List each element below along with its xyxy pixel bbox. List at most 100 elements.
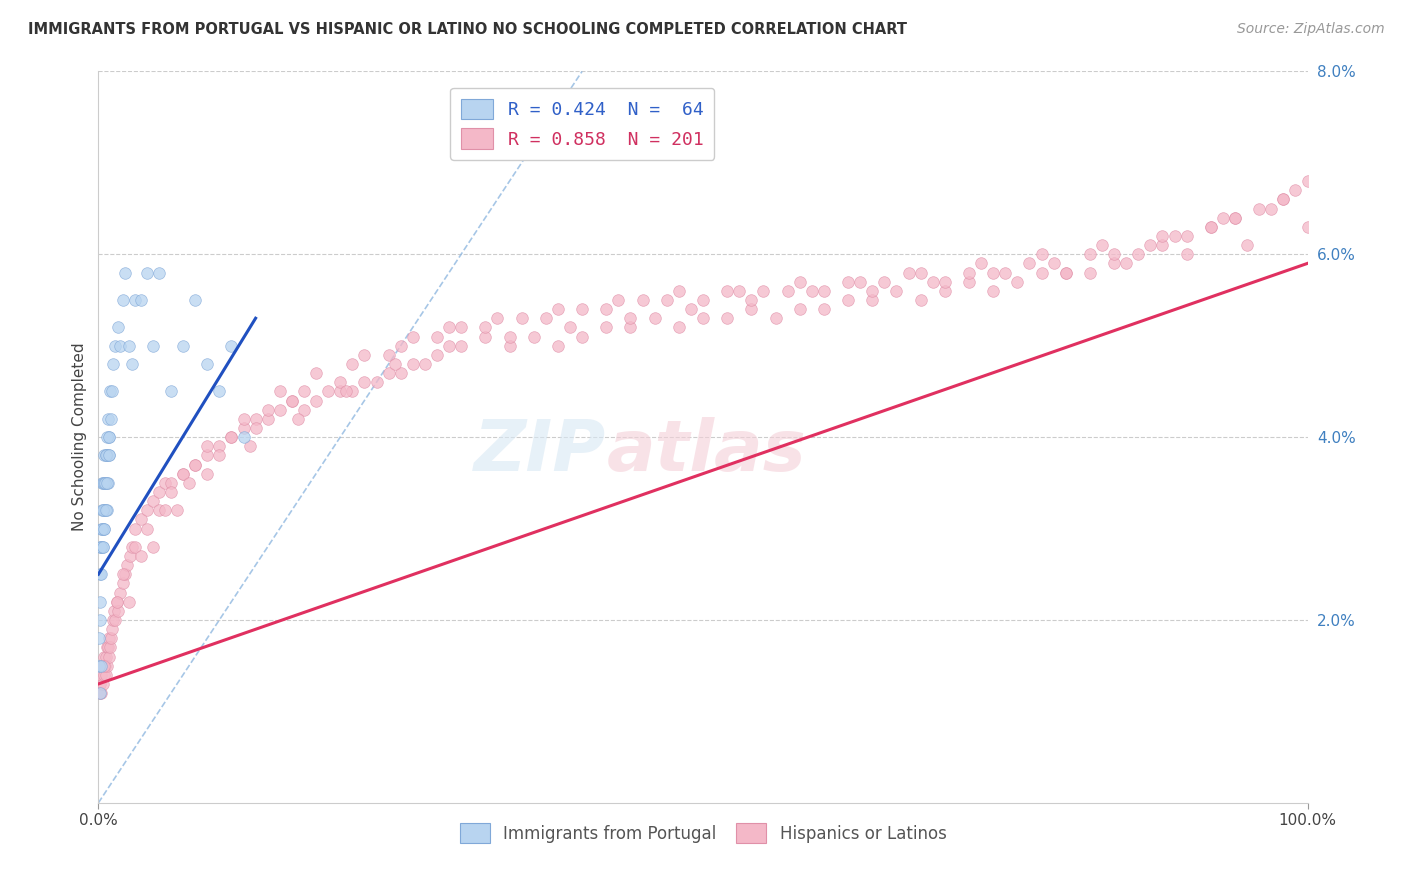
Point <box>644 311 666 326</box>
Point <box>571 329 593 343</box>
Point <box>607 293 630 307</box>
Point <box>90 540 112 554</box>
Point <box>172 338 194 352</box>
Point <box>232 421 254 435</box>
Point <box>195 357 218 371</box>
Point <box>245 421 267 435</box>
Point <box>921 275 943 289</box>
Point <box>1031 247 1053 261</box>
Point <box>96 649 118 664</box>
Point <box>716 311 738 326</box>
Point <box>91 475 114 490</box>
Point <box>1115 256 1137 270</box>
Point <box>97 640 120 655</box>
Point <box>135 521 157 535</box>
Point <box>111 293 134 307</box>
Point <box>595 320 617 334</box>
Point <box>897 266 920 280</box>
Point <box>329 384 352 399</box>
Point <box>1236 238 1258 252</box>
Point <box>221 430 243 444</box>
Point <box>510 311 533 326</box>
Point <box>135 266 157 280</box>
Point <box>108 338 131 352</box>
Point <box>800 284 823 298</box>
Point <box>789 301 811 317</box>
Point <box>91 540 114 554</box>
Point <box>117 558 139 573</box>
Point <box>910 266 932 280</box>
Point <box>91 677 114 691</box>
Point <box>97 448 120 462</box>
Point <box>1102 256 1125 270</box>
Point <box>91 503 114 517</box>
Point <box>232 430 254 444</box>
Point <box>153 503 176 517</box>
Point <box>353 348 375 362</box>
Point <box>89 567 111 582</box>
Point <box>486 311 509 326</box>
Point <box>389 338 412 352</box>
Point <box>142 338 165 352</box>
Point <box>631 293 654 307</box>
Point <box>305 393 328 408</box>
Point <box>91 658 114 673</box>
Point <box>96 503 118 517</box>
Point <box>437 338 460 352</box>
Point <box>195 439 218 453</box>
Point <box>89 686 111 700</box>
Point <box>765 311 787 326</box>
Point <box>1249 202 1271 216</box>
Point <box>1042 256 1064 270</box>
Point <box>1296 219 1319 234</box>
Point <box>184 293 207 307</box>
Point <box>107 604 129 618</box>
Point <box>256 412 278 426</box>
Point <box>179 475 201 490</box>
Point <box>121 357 143 371</box>
Point <box>104 613 127 627</box>
Point <box>402 329 425 343</box>
Point <box>1078 266 1101 280</box>
Point <box>981 266 1004 280</box>
Point <box>679 301 702 317</box>
Point <box>232 412 254 426</box>
Point <box>934 284 956 298</box>
Point <box>100 622 122 636</box>
Point <box>101 357 124 371</box>
Point <box>994 266 1017 280</box>
Point <box>534 311 557 326</box>
Point <box>90 667 112 681</box>
Point <box>91 475 114 490</box>
Point <box>94 658 117 673</box>
Legend: Immigrants from Portugal, Hispanics or Latinos: Immigrants from Portugal, Hispanics or L… <box>453 817 953 849</box>
Point <box>90 540 112 554</box>
Point <box>740 301 762 317</box>
Point <box>142 540 165 554</box>
Point <box>107 320 129 334</box>
Point <box>96 448 118 462</box>
Text: atlas: atlas <box>606 417 806 486</box>
Point <box>474 320 496 334</box>
Point <box>287 412 309 426</box>
Point <box>93 658 115 673</box>
Point <box>90 686 112 700</box>
Point <box>668 284 690 298</box>
Point <box>377 348 399 362</box>
Point <box>160 475 183 490</box>
Point <box>619 320 641 334</box>
Point <box>97 412 120 426</box>
Point <box>716 284 738 298</box>
Point <box>1152 228 1174 243</box>
Point <box>316 384 339 399</box>
Point <box>91 540 114 554</box>
Point <box>558 320 581 334</box>
Point <box>1163 228 1185 243</box>
Point <box>87 658 110 673</box>
Point <box>96 430 118 444</box>
Point <box>595 301 617 317</box>
Point <box>93 649 115 664</box>
Point <box>89 540 111 554</box>
Point <box>245 412 267 426</box>
Point <box>281 393 304 408</box>
